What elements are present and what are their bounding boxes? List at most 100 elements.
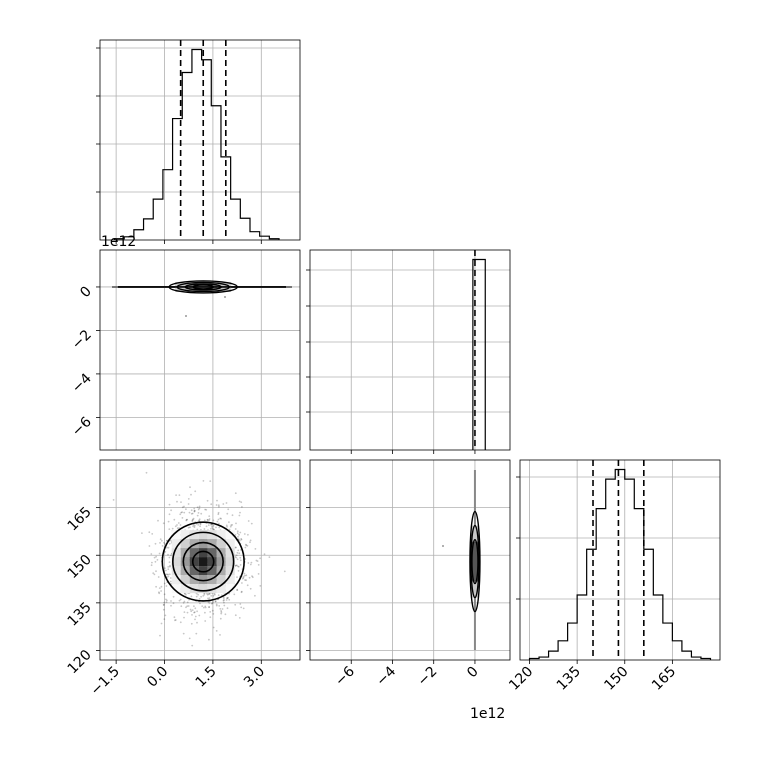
sample-point: [200, 595, 203, 598]
sample-point: [183, 600, 186, 603]
sample-point: [217, 511, 220, 514]
sample-point: [158, 592, 161, 595]
sample-point: [210, 503, 213, 506]
contour-param2-vs-param0: −1.5 0.0 1.5 3.0 120 135 150 165: [65, 459, 301, 699]
sample-point: [169, 564, 171, 567]
sample-point: [442, 545, 444, 547]
density-cell: [189, 530, 199, 540]
sample-point: [195, 592, 198, 595]
sample-point: [192, 518, 194, 521]
sample-point: [218, 505, 220, 508]
sample-point: [235, 556, 238, 559]
density-cell: [207, 557, 217, 567]
sample-point: [222, 599, 225, 602]
density-cell: [189, 548, 199, 558]
panel-frame: [519, 459, 721, 661]
sample-point: [164, 614, 167, 617]
sample-point: [204, 605, 207, 608]
sample-point: [226, 525, 228, 528]
sample-point: [223, 604, 226, 607]
sample-point: [218, 522, 220, 525]
sample-point: [215, 526, 217, 529]
sample-point: [168, 573, 171, 576]
sample-point: [155, 555, 158, 558]
sample-point: [241, 577, 244, 580]
sample-point: [166, 573, 169, 576]
sample-point: [163, 593, 166, 596]
sample-point: [159, 538, 162, 541]
panel-frame: [309, 249, 511, 451]
sample-point: [212, 601, 214, 603]
sample-point: [174, 619, 177, 621]
sample-point: [203, 519, 206, 522]
sample-point: [254, 594, 256, 597]
sample-point: [235, 554, 238, 557]
sample-point: [169, 580, 172, 583]
sample-point: [214, 600, 217, 603]
sample-point: [208, 519, 210, 522]
sample-point: [198, 598, 201, 600]
sample-point: [214, 600, 217, 603]
sample-point: [156, 559, 159, 561]
y-tick-label: −6: [69, 414, 95, 440]
sample-point: [190, 509, 193, 512]
sample-point: [191, 512, 194, 515]
sample-point: [236, 532, 239, 535]
density-cell: [225, 584, 235, 594]
sample-point: [194, 607, 197, 610]
sample-point: [188, 511, 191, 514]
sample-point: [168, 556, 171, 559]
contour-line: [469, 510, 481, 613]
sample-point: [237, 570, 240, 572]
contour-line: [470, 524, 480, 599]
sample-point: [167, 520, 170, 523]
x-tick-label: 135: [554, 664, 584, 694]
sample-point: [197, 593, 200, 596]
sample-point: [185, 519, 188, 522]
sample-point: [209, 616, 212, 619]
sample-point: [166, 599, 168, 602]
sample-point: [196, 528, 199, 531]
sample-point: [183, 616, 185, 619]
density-cell: [225, 548, 235, 558]
sample-point: [154, 542, 157, 545]
histogram-param2: 120 135 150 165: [506, 459, 721, 694]
sample-point: [208, 638, 210, 641]
sample-point: [112, 499, 115, 501]
x-tick-label: 0: [464, 664, 482, 682]
sample-point: [222, 503, 225, 505]
sample-point: [204, 620, 207, 622]
sample-point: [163, 582, 166, 585]
sample-point: [158, 587, 161, 589]
sample-point: [254, 548, 257, 550]
sample-point: [167, 575, 170, 578]
sample-point: [249, 563, 252, 566]
sample-point: [199, 525, 202, 528]
sample-point: [236, 576, 238, 578]
sample-point: [210, 523, 212, 526]
sample-point: [191, 644, 194, 647]
sample-point: [209, 480, 212, 482]
sample-point: [155, 585, 158, 588]
sample-point: [167, 553, 169, 556]
sample-point: [186, 611, 189, 614]
sample-point: [239, 564, 242, 566]
sample-point: [163, 541, 165, 544]
sample-point: [242, 607, 245, 610]
sample-point: [226, 512, 229, 515]
sample-point: [235, 522, 237, 525]
sample-point: [241, 582, 243, 584]
sample-point: [201, 605, 204, 607]
sample-point: [236, 558, 239, 561]
density-cell: [225, 566, 235, 576]
sample-point: [186, 605, 189, 607]
sample-point: [176, 500, 178, 503]
sample-point: [244, 579, 246, 581]
sample-point: [181, 506, 184, 509]
sample-point: [235, 564, 237, 567]
sample-point: [165, 601, 168, 603]
sample-point: [158, 591, 160, 594]
sample-point: [198, 519, 200, 522]
sample-point: [167, 573, 170, 576]
contour-param2-vs-param1: −6 −4 −2 0: [306, 459, 511, 689]
